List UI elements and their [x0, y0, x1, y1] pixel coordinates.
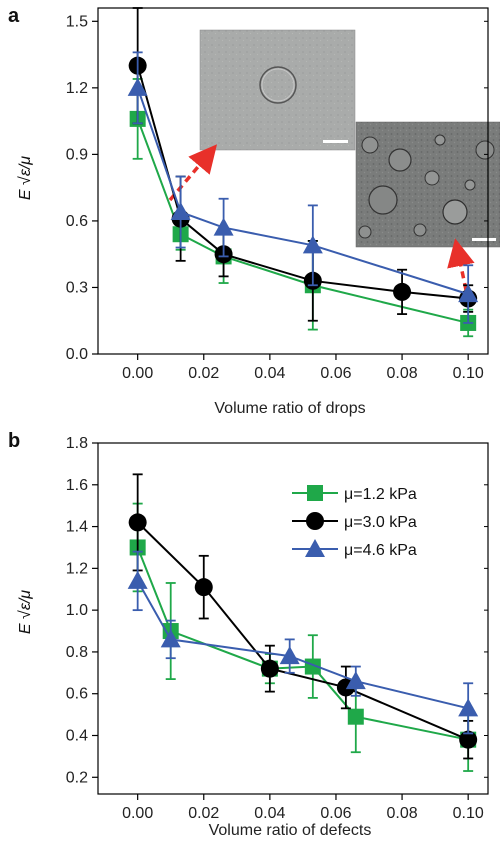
marker-square — [307, 485, 323, 501]
plot-frame — [97, 7, 489, 355]
y-tick-label: 1.6 — [66, 477, 88, 494]
marker-circle — [194, 578, 213, 597]
series-line — [136, 547, 469, 741]
panel-b: b E √ε/μ 0.2 0.4 0.6 0.8 1.0 1.2 1.4 1.6 1.8 0.00… — [8, 430, 489, 839]
series-triangle — [127, 51, 479, 324]
panel-a-insets — [168, 29, 500, 291]
marker-circle — [459, 730, 478, 749]
scale-bar — [323, 140, 348, 143]
series-line — [136, 580, 469, 710]
y-tick-label: 0.6 — [66, 686, 88, 703]
panel-b-y-axis-label: E √ε/μ — [17, 590, 34, 634]
marker-triangle — [213, 217, 234, 236]
plot-frame — [97, 442, 489, 795]
marker-square — [347, 708, 364, 725]
x-tick-label: 0.04 — [254, 365, 285, 382]
legend-item: μ=4.6 kPa — [292, 539, 417, 559]
marker-triangle — [345, 671, 366, 690]
y-tick-label: 1.2 — [66, 80, 88, 97]
x-tick-label: 0.04 — [254, 805, 285, 822]
series-square — [129, 502, 477, 772]
x-tick-label: 0.02 — [188, 805, 219, 822]
inset-micrograph-single-drop — [199, 29, 356, 151]
inset-micrograph-many-drops — [355, 121, 500, 248]
marker-triangle — [160, 629, 181, 648]
y-tick-label: 1.2 — [66, 560, 88, 577]
scale-bar — [472, 238, 496, 241]
legend-item: μ=1.2 kPa — [292, 485, 417, 503]
x-tick-label: 0.02 — [188, 365, 219, 382]
marker-triangle — [127, 77, 148, 96]
marker-triangle — [458, 284, 479, 303]
svg-text:E √ε/μ: E √ε/μ — [17, 590, 34, 634]
marker-circle — [306, 512, 324, 530]
panel-b-legend: μ=1.2 kPa μ=3.0 kPa μ=4.6 kPa — [292, 485, 417, 559]
panel-b-x-axis-label: Volume ratio of defects — [209, 822, 372, 839]
marker-triangle — [458, 698, 479, 717]
panel-a-y-axis-label: E √ε/μ — [17, 156, 34, 200]
y-tick-label: 0.6 — [66, 213, 88, 230]
marker-triangle — [302, 235, 323, 254]
marker-circle — [260, 659, 279, 678]
y-tick-label: 0.9 — [66, 146, 88, 163]
marker-triangle — [127, 570, 148, 589]
marker-circle — [128, 513, 147, 532]
panel-a-x-axis-label: Volume ratio of drops — [214, 400, 365, 417]
legend-label: μ=3.0 kPa — [344, 514, 417, 531]
legend-label: μ=4.6 kPa — [344, 542, 417, 559]
y-tick-label: 1.0 — [66, 602, 88, 619]
x-tick-label: 0.10 — [453, 805, 484, 822]
y-tick-label: 1.4 — [66, 519, 88, 536]
svg-text:E √ε/μ: E √ε/μ — [17, 156, 34, 200]
panel-a: a E √ε/μ — [8, 5, 500, 417]
x-tick-label: 0.08 — [386, 365, 417, 382]
y-tick-label: 0.3 — [66, 279, 88, 296]
marker-circle — [393, 282, 412, 301]
legend-item: μ=3.0 kPa — [292, 512, 417, 531]
x-tick-label: 0.06 — [320, 805, 351, 822]
marker-triangle — [170, 202, 191, 221]
series-triangle — [127, 550, 479, 735]
series-line — [136, 521, 469, 741]
marker-triangle — [279, 646, 300, 665]
x-tick-label: 0.08 — [386, 805, 417, 822]
inset-arrow-2 — [447, 238, 475, 291]
panel-letter-b: b — [8, 430, 20, 452]
y-tick-label: 1.8 — [66, 435, 88, 452]
y-tick-label: 0.8 — [66, 644, 88, 661]
y-tick-label: 0.0 — [66, 346, 88, 363]
x-tick-label: 0.00 — [122, 805, 153, 822]
x-tick-label: 0.10 — [453, 365, 484, 382]
series-circle — [128, 473, 478, 760]
x-tick-label: 0.06 — [320, 365, 351, 382]
y-tick-label: 0.2 — [66, 769, 88, 786]
y-tick-label: 1.5 — [66, 13, 88, 30]
x-tick-label: 0.00 — [122, 365, 153, 382]
panel-letter-a: a — [8, 5, 20, 27]
marker-triangle — [305, 539, 325, 557]
legend-label: μ=1.2 kPa — [344, 486, 417, 503]
y-tick-label: 0.4 — [66, 728, 88, 745]
inset-arrow-1 — [168, 144, 218, 202]
